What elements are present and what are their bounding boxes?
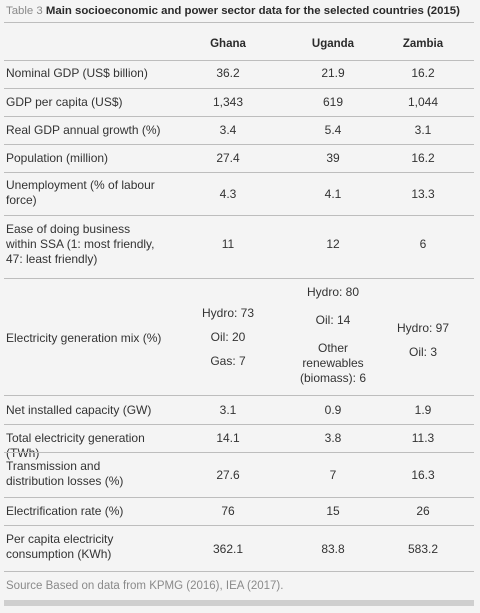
table-cell: 16.3 <box>411 468 435 482</box>
table-cell: 39 <box>326 151 340 165</box>
table-cell: 3.1 <box>414 123 432 137</box>
divider <box>4 144 474 145</box>
row-label: Per capita electricity consumption (KWh) <box>6 532 114 561</box>
table-cell: 15 <box>326 504 340 518</box>
row-label: Net installed capacity (GW) <box>6 403 152 417</box>
mix-entry: Oil: 20 <box>210 330 246 344</box>
table-cell: 27.6 <box>216 468 240 482</box>
column-header-ghana: Ghana <box>210 38 246 50</box>
generation-mix-uganda: Hydro: 80 Oil: 14 Other renewables (biom… <box>268 285 398 386</box>
row-label: Real GDP annual growth (%) <box>6 123 161 137</box>
table-cell: 3.1 <box>219 403 237 417</box>
table-cell: 619 <box>322 95 344 109</box>
table-cell: 1,044 <box>407 95 439 109</box>
table-cell: 0.9 <box>324 403 342 417</box>
table-caption: Table 3 Main socioeconomic and power sec… <box>6 4 476 19</box>
source-label: Source <box>6 580 43 592</box>
table-cell: 583.2 <box>407 542 439 556</box>
row-label: Unemployment (% of labour force) <box>6 178 155 207</box>
table-cell: 4.1 <box>324 187 342 201</box>
row-label: Transmission and distribution losses (%) <box>6 459 124 488</box>
table-cell: 76 <box>221 504 235 518</box>
generation-mix-zambia: Hydro: 97 Oil: 3 <box>368 316 478 364</box>
table-cell: 4.3 <box>219 187 237 201</box>
divider <box>4 88 474 89</box>
divider <box>4 395 474 396</box>
table-cell: 11 <box>221 237 235 251</box>
generation-mix-ghana: Hydro: 73 Oil: 20 Gas: 7 <box>173 301 283 373</box>
divider <box>4 22 474 23</box>
table-cell: 3.8 <box>324 431 342 445</box>
table-cell: 7 <box>329 468 337 482</box>
table-cell: 1,343 <box>212 95 244 109</box>
row-label: GDP per capita (US$) <box>6 95 123 109</box>
table-cell: 27.4 <box>216 151 240 165</box>
table-cell: 362.1 <box>212 542 244 556</box>
mix-entry: Hydro: 80 <box>306 285 360 299</box>
divider <box>4 571 474 572</box>
table-cell: 1.9 <box>414 403 432 417</box>
column-header-uganda: Uganda <box>311 38 355 50</box>
row-label: Electrification rate (%) <box>6 504 124 518</box>
divider <box>4 172 474 173</box>
row-label: Electricity generation mix (%) <box>6 331 162 345</box>
table-cell: 16.2 <box>411 151 435 165</box>
table-cell: 83.8 <box>321 542 345 556</box>
divider <box>4 60 474 61</box>
table-cell: 14.1 <box>216 431 240 445</box>
divider <box>4 278 474 279</box>
mix-entry: Oil: 3 <box>408 345 437 359</box>
table-cell: 11.3 <box>411 431 435 445</box>
mix-entry: Hydro: 97 <box>396 321 450 335</box>
row-label: Nominal GDP (US$ billion) <box>6 66 148 80</box>
table-cell: 21.9 <box>321 66 345 80</box>
table-number: Table 3 <box>6 5 43 17</box>
mix-entry: Other renewables (biomass): 6 <box>299 341 367 385</box>
divider <box>4 116 474 117</box>
table-source: Source Based on data from KPMG (2016), I… <box>6 580 283 592</box>
divider <box>4 525 474 526</box>
table-cell: 6 <box>419 237 427 251</box>
divider <box>4 424 474 425</box>
table-cell: 26 <box>416 504 430 518</box>
mix-entry: Oil: 14 <box>315 313 351 327</box>
table-cell: 3.4 <box>219 123 237 137</box>
bottom-border <box>4 600 474 606</box>
row-label: Total electricity generation (TWh) <box>6 431 145 460</box>
source-text: Based on data from KPMG (2016), IEA (201… <box>45 580 284 592</box>
table-cell: 5.4 <box>324 123 342 137</box>
divider <box>4 215 474 216</box>
table-cell: 16.2 <box>411 66 435 80</box>
divider <box>4 497 474 498</box>
column-header-zambia: Zambia <box>402 38 444 50</box>
mix-entry: Gas: 7 <box>210 354 246 368</box>
divider <box>4 452 474 453</box>
table-cell: 36.2 <box>216 66 240 80</box>
table-cell: 13.3 <box>411 187 435 201</box>
table-title: Main socioeconomic and power sector data… <box>45 5 460 17</box>
table-cell: 12 <box>326 237 340 251</box>
row-label: Ease of doing business within SSA (1: mo… <box>6 222 155 266</box>
mix-entry: Hydro: 73 <box>201 306 255 320</box>
row-label: Population (million) <box>6 151 109 165</box>
